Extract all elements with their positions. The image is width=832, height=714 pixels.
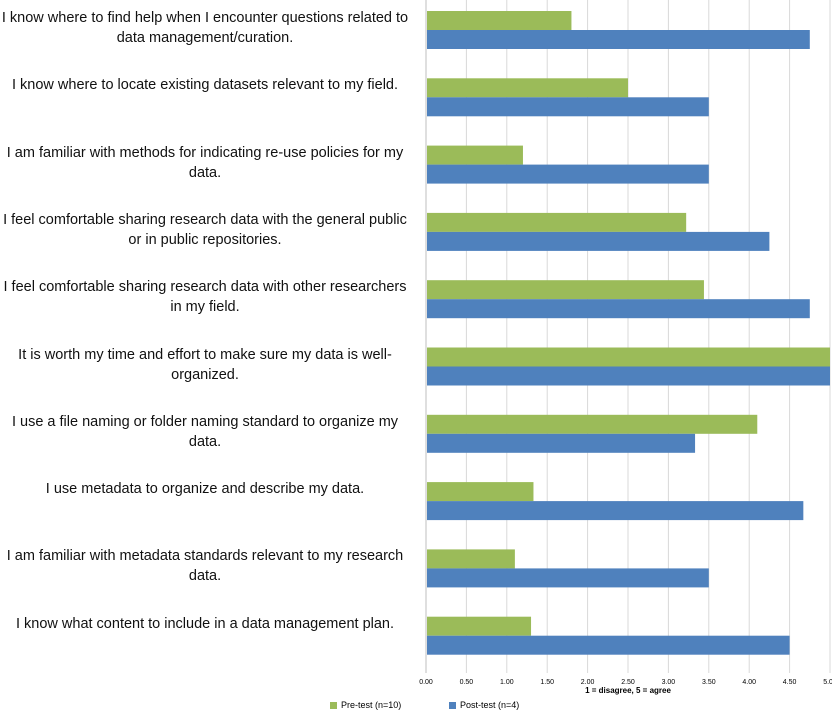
- legend-item: Pre-test (n=10): [330, 700, 401, 710]
- x-tick-label: 2.50: [621, 679, 635, 686]
- bar-post-test: [427, 568, 709, 588]
- bar-post-test: [427, 501, 804, 521]
- category-label: I use a file naming or folder naming sta…: [11, 413, 399, 450]
- category-label: I know where to locate existing datasets…: [11, 77, 399, 94]
- x-tick-label: 3.50: [702, 679, 716, 686]
- legend-label: Pre-test (n=10): [341, 700, 402, 710]
- legend-swatch: [330, 701, 337, 709]
- bar-post-test: [427, 97, 709, 117]
- bar-post-test: [427, 231, 770, 251]
- category-label: I use metadata to organize and describe …: [45, 481, 365, 498]
- legend-item: Post-test (n=4): [449, 700, 519, 710]
- bar-pre-test: [427, 280, 704, 300]
- bar-pre-test: [427, 549, 515, 569]
- bar-post-test: [427, 635, 790, 655]
- category-label: I feel comfortable sharing research data…: [3, 279, 407, 316]
- bar-post-test: [427, 433, 696, 453]
- bar-pre-test: [427, 414, 758, 434]
- x-tick-label: 2.00: [581, 679, 595, 686]
- bar-pre-test: [427, 145, 523, 165]
- x-tick-label: 0.50: [460, 679, 474, 686]
- legend-label: Post-test (n=4): [460, 700, 520, 710]
- x-tick-label: 1.50: [540, 679, 554, 686]
- category-label: It is worth my time and effort to make s…: [18, 346, 392, 383]
- category-label: I am familiar with methods for indicatin…: [6, 144, 404, 181]
- bar-pre-test: [427, 78, 628, 98]
- bar-post-test: [427, 299, 810, 319]
- bar-pre-test: [427, 616, 532, 636]
- category-label: I am familiar with metadata standards re…: [6, 548, 404, 585]
- legend: Pre-test (n=10) Post-test (n=4): [0, 700, 832, 714]
- bar-post-test: [427, 30, 810, 49]
- x-tick-label: 3.00: [662, 679, 676, 686]
- bar-post-test: [427, 366, 830, 386]
- bar-pre-test: [427, 482, 534, 502]
- x-tick-label: 4.50: [783, 679, 797, 686]
- x-tick-label: 4.00: [742, 679, 756, 686]
- x-tick-label: 1.00: [500, 679, 514, 686]
- category-label: I feel comfortable sharing research data…: [3, 211, 407, 248]
- bar-pre-test: [427, 11, 572, 30]
- x-axis-label: 1 = disagree, 5 = agree: [585, 686, 671, 695]
- bar-post-test: [427, 164, 709, 184]
- category-label: I know what content to include in a data…: [15, 615, 395, 632]
- bar-pre-test: [427, 212, 687, 232]
- legend-swatch: [449, 701, 456, 709]
- bar-pre-test: [427, 347, 830, 367]
- x-tick-label: 0.00: [419, 679, 433, 686]
- category-label: I know where to find help when I encount…: [1, 10, 409, 46]
- x-tick-label: 5.00: [823, 679, 832, 686]
